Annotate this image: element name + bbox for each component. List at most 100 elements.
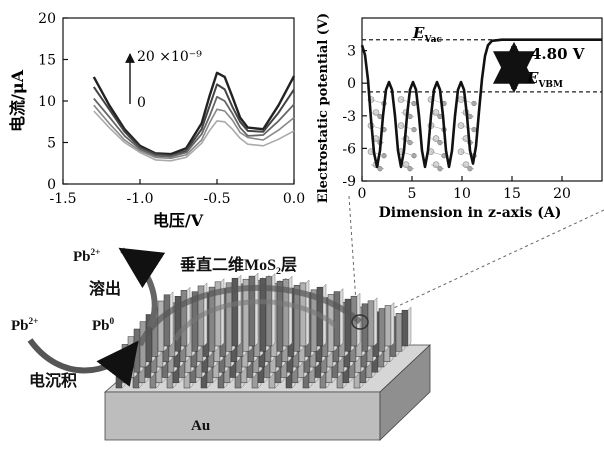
dpv-x-tick-label: -1.0 bbox=[127, 191, 154, 207]
layer-label-main: 垂直二维MoS bbox=[180, 257, 277, 274]
mos2-flake bbox=[180, 290, 188, 347]
potential-x-tick-label: 20 bbox=[553, 186, 571, 202]
dpv-x-ticks: -1.5 -1.0 -0.5 0.0 bbox=[50, 179, 305, 207]
mos2-flake-side bbox=[390, 301, 395, 347]
lattice-bond bbox=[460, 99, 475, 104]
mos2-flake bbox=[401, 309, 409, 347]
mos2-flake-side bbox=[186, 286, 191, 347]
mos2-flake-side bbox=[339, 288, 344, 347]
lattice-atom bbox=[407, 166, 413, 172]
dpv-y-axis-label: 电流/μA bbox=[8, 69, 27, 132]
dpv-y-ticks: 0 5 10 15 20 bbox=[38, 11, 68, 193]
lattice-bond bbox=[460, 164, 475, 169]
lattice-bond bbox=[430, 138, 445, 143]
lattice-atom bbox=[467, 166, 473, 172]
mos2-flake bbox=[384, 305, 392, 347]
dpv-y-tick-label: 15 bbox=[38, 53, 56, 69]
dpv-series-line bbox=[93, 104, 295, 160]
lattice-atom bbox=[432, 161, 440, 168]
potential-y-tick-label: -9 bbox=[342, 174, 356, 190]
mos2-flake bbox=[344, 298, 352, 352]
lattice-atom bbox=[377, 166, 383, 172]
cycle-arrows bbox=[27, 247, 166, 387]
lattice-atom bbox=[462, 161, 470, 168]
lattice-bond bbox=[400, 164, 415, 169]
lattice-atom bbox=[411, 153, 417, 159]
dpv-x-tick-label: 0.0 bbox=[283, 191, 305, 207]
zoom-circle bbox=[351, 314, 369, 330]
dissolve-arrow bbox=[118, 247, 166, 329]
lattice-atom bbox=[432, 109, 440, 116]
pb-left-sup: 2+ bbox=[28, 317, 39, 327]
mos2-flake-side bbox=[407, 306, 412, 347]
dpv-annotation-bottom: 0 bbox=[137, 95, 146, 111]
potential-x-axis-label: Dimension in z-axis (A) bbox=[379, 205, 562, 221]
mos2-flake bbox=[127, 336, 135, 378]
dpv-x-tick-label: -0.5 bbox=[204, 191, 231, 207]
pb-left-label: Pb2+ bbox=[11, 317, 39, 334]
lattice-atom bbox=[437, 139, 443, 146]
pb-top-sup: 2+ bbox=[90, 248, 101, 258]
mos2-flake-side bbox=[271, 272, 276, 347]
lattice-bond bbox=[430, 125, 445, 130]
pb-left-text: Pb bbox=[11, 318, 29, 334]
mos2-flake bbox=[395, 313, 403, 352]
potential-chart: 0 5 10 15 20 3 0 -3 -6 -9 4.80 V EVac EVBM Dimen… bbox=[316, 13, 603, 221]
device-illustration bbox=[103, 272, 432, 441]
mos2-flake-side bbox=[305, 279, 310, 347]
lattice-bond bbox=[370, 99, 385, 104]
potential-y-tick-label: 0 bbox=[347, 76, 356, 92]
mos2-flake-side bbox=[237, 274, 242, 347]
mos2-flake-side bbox=[254, 272, 259, 347]
dpv-series-line bbox=[93, 110, 295, 162]
dpv-chart: -1.5 -1.0 -0.5 0.0 0 5 10 15 20 20 ×10⁻⁹ 0 电压/V… bbox=[8, 11, 305, 230]
mos2-flake bbox=[333, 291, 341, 347]
potential-x-tick-label: 15 bbox=[503, 186, 521, 202]
lattice-atom bbox=[432, 135, 440, 142]
potential-y-axis-label: Electrostatic potential (V) bbox=[316, 13, 331, 203]
evac-label: EVac bbox=[412, 24, 442, 45]
potential-x-tick-label: 0 bbox=[358, 186, 367, 202]
lattice-atom bbox=[437, 166, 443, 172]
au-label: Au bbox=[191, 418, 211, 434]
zoom-guides bbox=[348, 195, 604, 321]
lattice-atom bbox=[402, 161, 410, 168]
pb-zero-sup: 0 bbox=[109, 317, 115, 327]
mos2-flakes bbox=[115, 272, 412, 389]
deposit-arrow bbox=[27, 338, 139, 387]
potential-plot-frame bbox=[361, 17, 603, 182]
mos2-flake bbox=[367, 300, 375, 347]
dpv-series bbox=[92, 71, 296, 162]
potential-x-ticks: 0 5 10 15 20 bbox=[358, 176, 571, 202]
dpv-x-tick-label: -1.5 bbox=[50, 191, 77, 207]
potential-series bbox=[360, 38, 602, 169]
dpv-y-tick-label: 0 bbox=[47, 177, 56, 193]
mos2-flake bbox=[133, 328, 141, 373]
layer-label: 垂直二维MoS2层 bbox=[180, 258, 297, 277]
dpv-series-line bbox=[92, 71, 296, 156]
lattice-atom bbox=[381, 153, 387, 159]
potential-y-ticks: 3 0 -3 -6 -9 bbox=[342, 44, 367, 190]
mos2-flake-side bbox=[373, 297, 378, 347]
potential-x-tick-label: 5 bbox=[408, 186, 417, 202]
dpv-y-tick-label: 20 bbox=[38, 11, 56, 27]
potential-x-tick-label: 10 bbox=[453, 186, 471, 202]
dpv-y-tick-label: 5 bbox=[47, 136, 56, 152]
mos2-flake-side bbox=[169, 291, 174, 347]
layer-label-sub: 2 bbox=[276, 266, 281, 278]
mos2-flake-side bbox=[220, 278, 225, 347]
mos2-flake-side bbox=[288, 275, 293, 347]
au-substrate-side bbox=[379, 344, 431, 441]
lattice-atom bbox=[407, 139, 413, 146]
dpv-x-axis-label: 电压/V bbox=[153, 211, 204, 230]
gap-label: 4.80 V bbox=[531, 45, 585, 63]
dome-arc-outer bbox=[137, 284, 363, 347]
dpv-series-line bbox=[92, 83, 295, 157]
mos2-flake bbox=[157, 300, 165, 352]
evbm-label: EVBM bbox=[526, 69, 563, 90]
lattice-atom bbox=[372, 109, 380, 116]
potential-y-tick-label: -3 bbox=[342, 109, 356, 125]
zoom-guide-left bbox=[348, 195, 358, 319]
potential-series-line bbox=[360, 38, 602, 169]
